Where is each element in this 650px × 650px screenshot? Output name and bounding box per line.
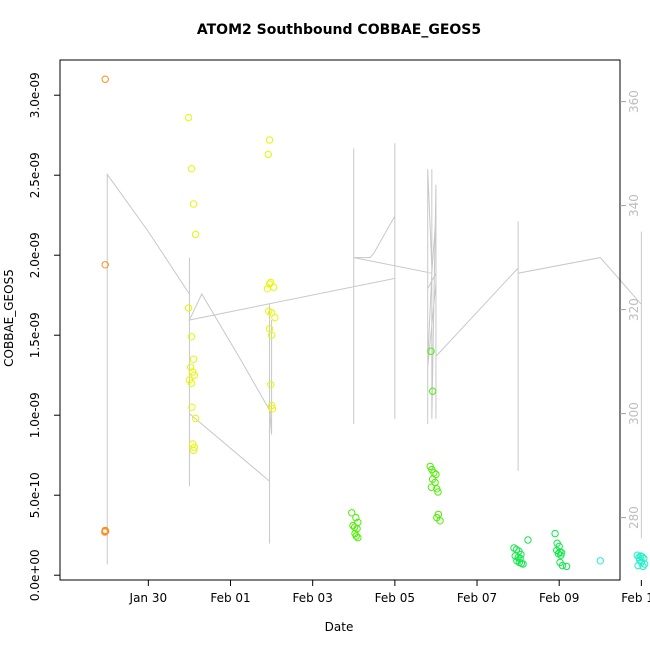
x-tick-label: Feb 05 [375, 591, 415, 605]
secondary-y-tick-label: 300 [627, 402, 641, 425]
secondary-y-tick-label: 280 [627, 506, 641, 529]
y-ticks-group: 0.0e+00 5.0e-10 1.0e-09 1.5e-09 2.0e-09 2.5e-… [28, 72, 60, 601]
data-point [352, 532, 360, 540]
y-tick-label: 0.0e+00 [28, 549, 42, 601]
data-point [265, 136, 274, 144]
data-point [634, 561, 642, 570]
data-point [190, 371, 199, 379]
data-point [186, 363, 195, 371]
y-tick-label: 5.0e-10 [28, 472, 42, 518]
data-point [639, 562, 647, 571]
data-point [190, 443, 199, 451]
data-point [267, 401, 276, 410]
data-point [187, 165, 196, 173]
data-point [519, 560, 527, 568]
data-point [189, 355, 198, 363]
y-tick-label: 1.5e-09 [28, 312, 42, 358]
x-tick-label: Jan 30 [129, 591, 168, 605]
data-point [267, 331, 276, 339]
data-point [640, 554, 648, 563]
data-point [428, 387, 437, 395]
data-point [265, 325, 274, 333]
series-group-4 [510, 529, 571, 571]
data-point [427, 347, 435, 355]
data-point [267, 381, 275, 389]
data-point [191, 414, 200, 423]
y-tick-label: 2.5e-09 [28, 152, 42, 198]
x-tick-label: Feb 03 [293, 591, 333, 605]
data-point [434, 488, 442, 496]
data-point [101, 528, 109, 536]
series-group-2 [184, 113, 279, 455]
secondary-series-group [106, 143, 642, 565]
data-point [352, 513, 360, 522]
scatter-points-group [101, 75, 649, 571]
data-point [101, 261, 109, 269]
data-point [188, 403, 196, 411]
x-tick-label: Feb 09 [539, 591, 579, 605]
data-point [189, 200, 198, 208]
y-tick-label: 1.0e-09 [28, 392, 42, 438]
data-point [596, 557, 604, 565]
data-point [101, 75, 109, 83]
data-point [264, 150, 273, 159]
data-point [555, 542, 563, 551]
data-point [562, 562, 571, 571]
data-point [184, 113, 193, 122]
y-tick-label: 3.0e-09 [28, 72, 42, 118]
secondary-y-tick-label: 360 [627, 90, 641, 113]
y-axis-title: COBBAE_GEOS5 [2, 269, 16, 367]
data-point [433, 485, 441, 493]
data-point [187, 379, 196, 387]
data-point [524, 536, 532, 544]
data-point [187, 333, 196, 341]
data-point [353, 525, 361, 533]
data-point [557, 551, 565, 559]
x-tick-label: Feb 11 [621, 591, 650, 605]
secondary-y-tick-label: 340 [627, 194, 641, 217]
data-point [189, 446, 198, 455]
data-point [268, 405, 277, 413]
data-point [558, 561, 567, 570]
data-point [271, 313, 279, 322]
secondary-y-ticks-group: 280 300 320 340 360 [620, 90, 641, 529]
secondary-y-tick-label: 320 [627, 298, 641, 321]
secondary-series-line [106, 143, 642, 565]
series-group-3 [348, 347, 444, 542]
data-point [348, 509, 356, 517]
chart-title: ATOM2 Southbound COBBAE_GEOS5 [197, 22, 481, 38]
x-tick-label: Feb 07 [457, 591, 497, 605]
x-axis-title: Date [325, 620, 354, 634]
y-tick-label: 2.0e-09 [28, 232, 42, 278]
data-point [354, 533, 362, 542]
data-point [269, 283, 278, 291]
series-group-5 [596, 551, 649, 571]
data-point [436, 517, 444, 525]
data-point [101, 527, 110, 535]
data-point [551, 529, 559, 538]
data-point [427, 483, 436, 491]
data-point [184, 304, 193, 312]
x-ticks-group: Jan 30 Feb 01 Feb 03 Feb 05 Feb 07 Feb 09 Feb … [129, 580, 650, 605]
x-tick-label: Feb 01 [210, 591, 250, 605]
data-point [191, 230, 200, 239]
series-group-1 [101, 75, 110, 536]
